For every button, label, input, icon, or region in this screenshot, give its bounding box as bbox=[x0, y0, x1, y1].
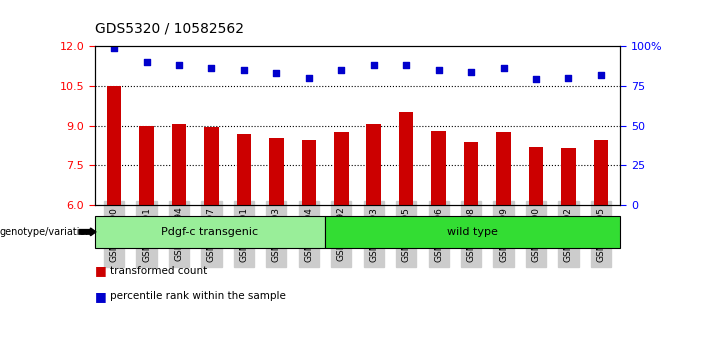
Bar bbox=[334, 132, 348, 205]
Point bbox=[595, 72, 606, 78]
Bar bbox=[139, 126, 154, 205]
Point bbox=[336, 67, 347, 73]
Point bbox=[368, 62, 379, 68]
Bar bbox=[399, 113, 414, 205]
Bar bbox=[237, 133, 251, 205]
Point bbox=[304, 75, 315, 81]
Bar bbox=[496, 132, 511, 205]
Bar bbox=[107, 86, 121, 205]
Point bbox=[465, 69, 477, 74]
Point bbox=[206, 65, 217, 71]
Bar bbox=[269, 138, 284, 205]
Point bbox=[271, 70, 282, 76]
Text: ■: ■ bbox=[95, 290, 107, 303]
Point bbox=[563, 75, 574, 81]
Text: transformed count: transformed count bbox=[110, 266, 207, 276]
Text: percentile rank within the sample: percentile rank within the sample bbox=[110, 291, 286, 301]
Bar bbox=[529, 147, 543, 205]
Bar bbox=[301, 140, 316, 205]
Bar bbox=[172, 124, 186, 205]
Bar bbox=[464, 142, 478, 205]
Text: ■: ■ bbox=[95, 264, 107, 277]
Bar bbox=[431, 131, 446, 205]
Text: Pdgf-c transgenic: Pdgf-c transgenic bbox=[161, 227, 258, 237]
Text: genotype/variation: genotype/variation bbox=[0, 227, 93, 237]
Point bbox=[531, 77, 542, 82]
Bar bbox=[204, 127, 219, 205]
Point bbox=[498, 65, 509, 71]
Point bbox=[141, 59, 152, 65]
Bar bbox=[367, 124, 381, 205]
Text: GDS5320 / 10582562: GDS5320 / 10582562 bbox=[95, 21, 244, 35]
Point bbox=[433, 67, 444, 73]
Point bbox=[109, 45, 120, 50]
Point bbox=[400, 62, 411, 68]
Text: wild type: wild type bbox=[447, 227, 498, 237]
Bar bbox=[594, 140, 608, 205]
Point bbox=[238, 67, 250, 73]
Point bbox=[173, 62, 184, 68]
Bar bbox=[562, 148, 576, 205]
